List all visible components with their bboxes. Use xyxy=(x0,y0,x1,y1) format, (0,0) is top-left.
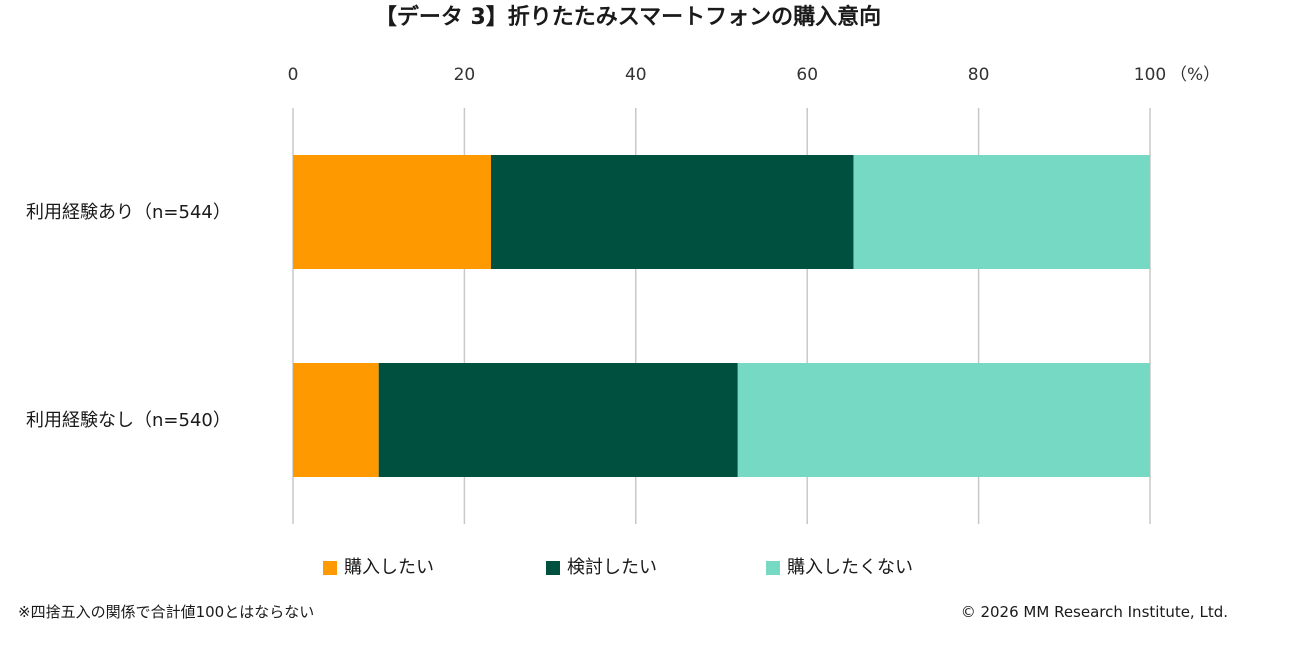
copyright: © 2026 MM Research Institute, Ltd. xyxy=(961,603,1228,621)
bar-segment xyxy=(293,363,379,477)
chart-title: 【データ 3】折りたたみスマートフォンの購入意向 xyxy=(375,4,881,30)
unit-label: （%） xyxy=(1170,65,1220,85)
x-tick-label: 20 xyxy=(454,65,476,85)
legend-swatch xyxy=(546,561,560,575)
legend-label: 購入したい xyxy=(344,557,434,578)
bar-segment xyxy=(293,155,491,269)
bars xyxy=(293,155,1150,477)
bar-segment xyxy=(853,155,1150,269)
x-tick-labels: 0 20 40 60 80 100 xyxy=(288,65,1167,85)
x-tick-label: 100 xyxy=(1134,65,1166,85)
category-labels: 利用経験あり（n=544） 利用経験なし（n=540） xyxy=(26,202,231,431)
footnote: ※四捨五入の関係で合計値100とはならない xyxy=(18,603,314,621)
x-tick-label: 60 xyxy=(796,65,818,85)
legend: 購入したい 検討したい 購入したくない xyxy=(323,557,913,578)
bar-segment xyxy=(378,363,738,477)
category-label: 利用経験あり（n=544） xyxy=(26,202,231,223)
bar-segment xyxy=(737,363,1150,477)
x-tick-label: 80 xyxy=(968,65,990,85)
legend-label: 購入したくない xyxy=(787,557,913,578)
category-label: 利用経験なし（n=540） xyxy=(26,410,231,431)
x-tick-label: 0 xyxy=(288,65,299,85)
legend-swatch xyxy=(766,561,780,575)
legend-label: 検討したい xyxy=(567,557,657,578)
bar-segment xyxy=(490,155,854,269)
x-tick-label: 40 xyxy=(625,65,647,85)
legend-swatch xyxy=(323,561,337,575)
